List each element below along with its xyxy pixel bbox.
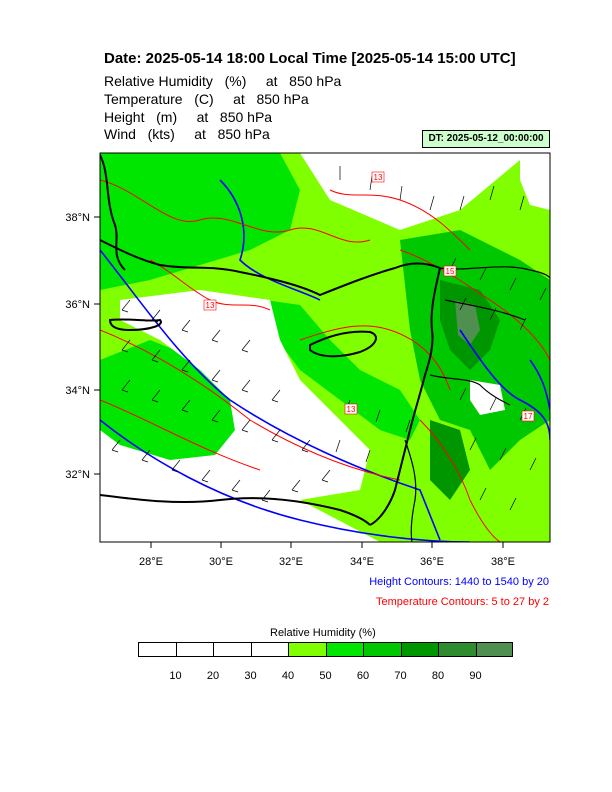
colorbar-label: 30 [244, 670, 257, 682]
rh-dry-north [360, 153, 480, 220]
rh-dry-southeast [470, 380, 505, 415]
lat-tick-label: 38°N [65, 212, 90, 224]
rh-dry-northeast [520, 153, 550, 210]
colorbar-swatch [438, 642, 476, 657]
colorbar-label: 40 [281, 670, 295, 682]
country-border [439, 266, 550, 279]
colorbar-label: 10 [169, 670, 182, 682]
contour-label-box [521, 410, 535, 422]
variable-wind-label: Wind (kts) at 850 hPa [104, 126, 270, 142]
wind-barb [121, 299, 251, 353]
lon-tick-label: 32°E [279, 556, 303, 568]
contour-label: 13 [206, 301, 215, 310]
height-contour [219, 179, 321, 301]
contour-label: 13 [347, 405, 356, 414]
contour-label: 17 [524, 412, 533, 421]
lon-tick-label: 30°E [209, 556, 233, 568]
height-contour [459, 329, 550, 441]
country-border [404, 439, 417, 542]
country-border [444, 299, 526, 321]
crete-coastline [108, 318, 162, 332]
contour-label: 15 [446, 267, 455, 276]
contour-label-box [371, 171, 385, 183]
lat-tick-label: 34°N [65, 385, 90, 397]
colorbar-swatch [400, 642, 438, 657]
colorbar-label: 70 [394, 670, 407, 682]
rh-band-90-east [455, 300, 480, 345]
colorbar-swatch [363, 642, 401, 657]
cyprus-coastline [309, 330, 377, 358]
temperature-contour [419, 419, 501, 542]
lat-tick-label: 36°N [65, 299, 90, 311]
rh-band-60-north [100, 153, 300, 290]
contour-label: 13 [374, 173, 383, 182]
colorbar-swatch [475, 642, 513, 657]
temperature-contour [399, 249, 550, 361]
colorbar-swatch [288, 642, 326, 657]
height-contours-note: Height Contours: 1440 to 1540 by 20 [369, 576, 549, 588]
height-contours [100, 179, 550, 542]
egypt-coastline [100, 494, 371, 526]
colorbar-swatch [325, 642, 363, 657]
colorbar-title: Relative Humidity (%) [270, 627, 376, 639]
rh-dry-tongue [120, 290, 370, 500]
turkey-coastline [100, 239, 441, 297]
aegean-coastline [100, 154, 126, 271]
temperature-contours-note: Temperature Contours: 5 to 27 by 2 [375, 596, 549, 608]
lon-tick-label: 34°E [350, 556, 374, 568]
height-contour [100, 249, 441, 541]
lon-axis [150, 542, 504, 548]
lon-tick-label: 38°E [491, 556, 515, 568]
colorbar-swatch [138, 642, 176, 657]
contour-label-box [203, 299, 217, 311]
colorbar-label: 20 [206, 670, 220, 682]
height-contour [529, 359, 550, 411]
variable-height-label: Height (m) at 850 hPa [104, 109, 273, 125]
temperature-contour [329, 189, 471, 251]
map-plot-area: 13 13 13 15 17 [100, 153, 550, 542]
contour-labels: 13 13 13 15 17 [203, 171, 535, 422]
lon-tick-label: 36°E [420, 556, 444, 568]
lat-axis [94, 216, 100, 475]
variable-temperature-label: Temperature (C) at 850 hPa [104, 91, 309, 107]
contour-label-box [443, 265, 457, 277]
contour-label-box [344, 403, 358, 415]
colorbar-swatch [175, 642, 213, 657]
temperature-contour [100, 399, 261, 471]
colorbar-label: 80 [431, 670, 445, 682]
colorbar-label: 60 [356, 670, 370, 682]
wind-barb [121, 379, 311, 453]
dt-badge: DT: 2025-05-12_00:00:00 [422, 130, 550, 148]
colorbar-swatch [250, 642, 288, 657]
map-frame [99, 152, 551, 543]
wind-barb [449, 257, 547, 331]
lon-tick-label: 28°E [139, 556, 163, 568]
colorbar-label: 90 [469, 670, 482, 682]
temperature-contour [299, 325, 451, 391]
borders [404, 266, 550, 542]
variable-rh-label: Relative Humidity (%) at 850 hPa [104, 73, 342, 89]
wind-barb [121, 339, 281, 403]
height-contour [100, 419, 471, 542]
wind-barb [111, 439, 331, 503]
lat-tick-label: 32°N [65, 469, 90, 481]
levant-coastline [369, 267, 441, 526]
rh-band-80-south [430, 420, 470, 500]
colorbar-swatch [213, 642, 251, 657]
colorbar-label: 50 [319, 670, 332, 682]
rh-band-60-central [265, 300, 420, 440]
temperature-contour [100, 179, 371, 243]
country-border [429, 374, 511, 406]
coastlines [100, 154, 441, 526]
map-title: Date: 2025-05-14 18:00 Local Time [2025-… [104, 50, 516, 67]
wind-barb [339, 166, 525, 211]
